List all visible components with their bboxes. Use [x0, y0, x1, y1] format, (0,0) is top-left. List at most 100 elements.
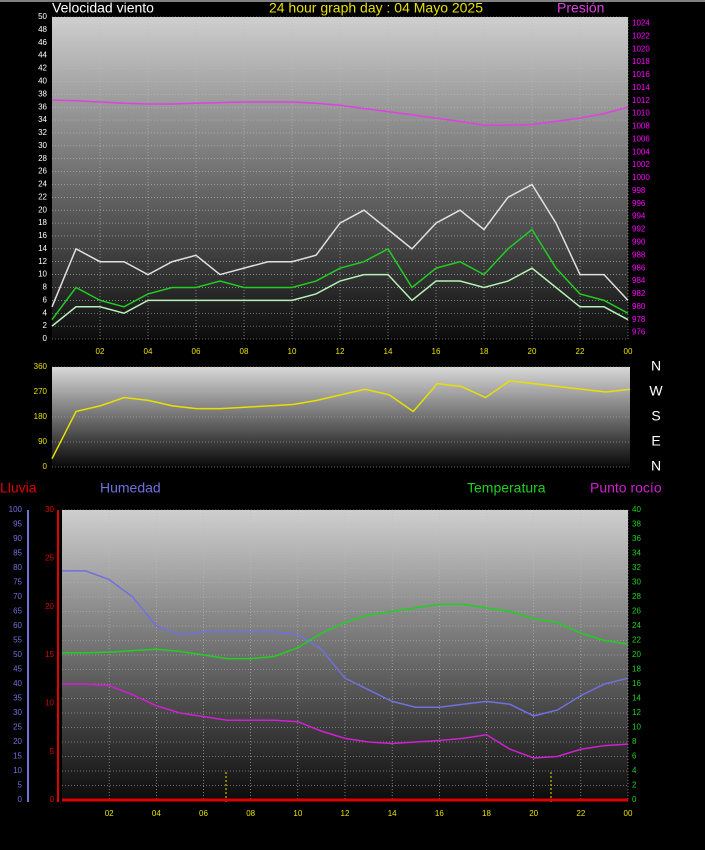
y-tick-label: 26 [632, 607, 641, 616]
series-line [51, 99, 629, 126]
y-tick-label: 40 [632, 505, 641, 514]
compass-label: N [651, 458, 661, 474]
x-tick-label: 00 [624, 347, 633, 356]
y-tick-label: 2 [43, 321, 48, 330]
y-tick-label: 1014 [632, 83, 650, 92]
y-tick-label: 22 [38, 192, 47, 201]
pressure-label: Presión [557, 0, 604, 16]
y-tick-label: 1020 [632, 44, 650, 53]
y-tick-label: 0 [43, 462, 48, 471]
y-tick-label: 70 [13, 592, 22, 601]
compass-label: W [649, 383, 663, 399]
y-tick-label: 16 [632, 679, 641, 688]
y-tick-label: 994 [632, 212, 646, 221]
y-tick-label: 4 [632, 766, 637, 775]
y-tick-label: 25 [45, 553, 54, 562]
x-tick-label: 14 [384, 347, 393, 356]
y-tick-label: 20 [38, 205, 47, 214]
x-tick-label: 20 [529, 809, 538, 818]
legend-label: Humedad [100, 480, 161, 496]
y-tick-label: 18 [632, 665, 641, 674]
x-tick-label: 02 [105, 809, 114, 818]
series-line [62, 570, 629, 717]
y-tick-label: 1012 [632, 96, 650, 105]
y-tick-label: 65 [13, 607, 22, 616]
compass-label: S [651, 408, 660, 424]
y-tick-label: 100 [9, 505, 23, 514]
y-tick-label: 996 [632, 199, 646, 208]
x-tick-label: 18 [482, 809, 491, 818]
legend-label: Lluvia [0, 480, 37, 496]
compass-label: E [651, 433, 660, 449]
y-tick-label: 1022 [632, 31, 650, 40]
y-tick-label: 20 [632, 650, 641, 659]
y-tick-label: 32 [38, 128, 47, 137]
y-tick-label: 48 [38, 25, 47, 34]
y-tick-label: 85 [13, 549, 22, 558]
y-tick-label: 95 [13, 520, 22, 529]
x-tick-label: 10 [293, 809, 302, 818]
y-tick-label: 984 [632, 276, 646, 285]
wind-plot [52, 17, 628, 339]
y-tick-label: 14 [38, 244, 47, 253]
y-tick-label: 50 [13, 650, 22, 659]
y-tick-label: 5 [50, 747, 55, 756]
compass-label: N [651, 358, 661, 374]
y-tick-label: 20 [45, 602, 54, 611]
y-tick-label: 6 [632, 752, 637, 761]
y-tick-label: 15 [13, 752, 22, 761]
legend-label: Punto rocío [590, 480, 662, 496]
y-tick-label: 80 [13, 563, 22, 572]
series-line [51, 380, 631, 460]
y-tick-label: 988 [632, 250, 646, 259]
y-tick-label: 1016 [632, 70, 650, 79]
x-tick-label: 02 [96, 347, 105, 356]
y-tick-label: 1000 [632, 173, 650, 182]
y-tick-label: 25 [13, 723, 22, 732]
x-tick-label: 14 [388, 809, 397, 818]
y-tick-label: 45 [13, 665, 22, 674]
y-tick-label: 16 [38, 231, 47, 240]
y-tick-label: 180 [34, 412, 48, 421]
y-tick-label: 34 [38, 115, 47, 124]
y-tick-label: 46 [38, 38, 47, 47]
y-tick-label: 20 [13, 737, 22, 746]
y-tick-label: 986 [632, 263, 646, 272]
y-tick-label: 30 [13, 708, 22, 717]
y-tick-label: 0 [50, 795, 55, 804]
y-tick-label: 1006 [632, 134, 650, 143]
y-tick-label: 1004 [632, 147, 650, 156]
y-tick-label: 38 [38, 89, 47, 98]
y-tick-label: 980 [632, 302, 646, 311]
y-tick-label: 30 [45, 505, 54, 514]
y-tick-label: 10 [38, 270, 47, 279]
y-tick-label: 1010 [632, 109, 650, 118]
y-tick-label: 30 [632, 578, 641, 587]
x-tick-label: 12 [336, 347, 345, 356]
series-line [51, 183, 629, 308]
y-tick-label: 270 [34, 387, 48, 396]
y-tick-label: 36 [38, 102, 47, 111]
y-tick-label: 2 [632, 781, 637, 790]
y-tick-label: 0 [632, 795, 637, 804]
y-tick-label: 15 [45, 650, 54, 659]
y-tick-label: 992 [632, 225, 646, 234]
y-tick-label: 35 [13, 694, 22, 703]
x-tick-label: 12 [341, 809, 350, 818]
y-tick-label: 1018 [632, 57, 650, 66]
y-tick-label: 12 [632, 708, 641, 717]
y-tick-label: 44 [38, 51, 47, 60]
series-line [62, 683, 629, 759]
y-tick-label: 36 [632, 534, 641, 543]
x-tick-label: 04 [144, 347, 153, 356]
x-tick-label: 06 [192, 347, 201, 356]
y-tick-label: 40 [38, 77, 47, 86]
series-line [51, 267, 629, 327]
y-tick-label: 60 [13, 621, 22, 630]
wind-label: Velocidad viento [52, 0, 154, 16]
x-tick-label: 08 [240, 347, 249, 356]
y-tick-label: 90 [13, 534, 22, 543]
x-tick-label: 16 [432, 347, 441, 356]
y-tick-label: 14 [632, 694, 641, 703]
